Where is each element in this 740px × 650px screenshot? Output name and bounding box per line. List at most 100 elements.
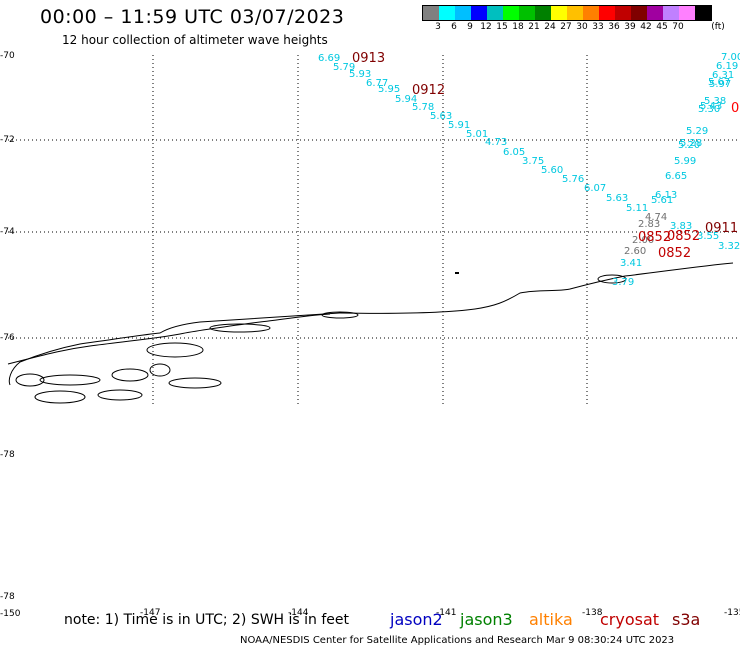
- wave-height-label: 5.91: [448, 120, 470, 131]
- wave-height-label: 6.13: [655, 190, 677, 201]
- latitude-label: -72: [0, 135, 15, 145]
- color-scale-label: 21: [528, 22, 540, 32]
- color-swatch: [631, 6, 647, 20]
- wave-height-label: 5.93: [349, 69, 371, 80]
- track-time-label: 0912: [412, 83, 445, 98]
- footer-credit: NOAA/NESDIS Center for Satellite Applica…: [240, 635, 675, 646]
- ice-shelf-5: [97, 389, 143, 401]
- longitude-label: -147: [140, 608, 161, 618]
- ice-shelf-7: [15, 373, 45, 387]
- color-swatch: [439, 6, 455, 20]
- wave-height-label: 5.30: [698, 104, 720, 115]
- track-time-label: 0911: [705, 221, 738, 236]
- ice-shelf-8: [149, 363, 171, 377]
- wave-height-label: 6.07: [584, 183, 606, 194]
- track-time-label: 0852: [658, 246, 691, 261]
- color-swatch: [535, 6, 551, 20]
- wave-height-label: 3.79: [612, 277, 634, 288]
- coastline-main: [8, 262, 734, 386]
- color-scale-label: 6: [451, 22, 457, 32]
- wave-height-label: 5.67: [708, 77, 730, 88]
- wave-height-label: 3.55: [697, 231, 719, 242]
- wave-height-label: 5.76: [562, 174, 584, 185]
- wave-height-label: 6.05: [503, 147, 525, 158]
- color-scale-label: 39: [624, 22, 636, 32]
- color-swatch: [471, 6, 487, 20]
- wave-height-label: 3.83: [670, 221, 692, 232]
- color-swatch: [663, 6, 679, 20]
- color-scale-label: 27: [560, 22, 572, 32]
- wave-height-label: 5.97: [709, 79, 731, 90]
- note-text: note: 1) Time is in UTC; 2) SWH is in fe…: [64, 612, 350, 628]
- wave-height-label: 5.94: [395, 94, 417, 105]
- color-swatch: [647, 6, 663, 20]
- wave-height-label: 3.75: [522, 156, 544, 167]
- latitude-label: -74: [0, 227, 15, 237]
- color-swatch: [519, 6, 535, 20]
- wave-height-label: 5.29: [686, 126, 708, 137]
- wave-height-label: 4.73: [485, 137, 507, 148]
- color-scale-label: 3: [435, 22, 441, 32]
- satellite-legend-item: jason3: [460, 610, 513, 629]
- longitude-label: -150: [0, 609, 21, 619]
- wave-height-label: 5.43: [700, 101, 722, 112]
- color-scale: 3 6 9 12 15 18 21 24 27 30 33 36 39 42 45 70 (ft): [422, 5, 725, 32]
- wave-height-label: 4.74: [645, 212, 667, 223]
- color-scale-label: 42: [640, 22, 652, 32]
- island-1: [597, 274, 627, 284]
- color-scale-label: 18: [512, 22, 524, 32]
- track-time-label: 0852: [638, 230, 671, 245]
- latitude-label: -78: [0, 450, 15, 460]
- color-swatch: [695, 6, 711, 20]
- page-subtitle: 12 hour collection of altimeter wave hei…: [62, 33, 328, 47]
- ice-shelf-9: [209, 323, 271, 333]
- latitude-label: -76: [0, 333, 15, 343]
- page-title: 00:00 – 11:59 UTC 03/07/2023: [40, 6, 345, 28]
- color-scale-label: 45: [656, 22, 668, 32]
- ice-shelf-4: [168, 377, 222, 389]
- ice-shelf-3: [111, 368, 149, 382]
- wave-height-label: 6.65: [665, 171, 687, 182]
- wave-height-label: 5.79: [333, 62, 355, 73]
- wave-height-label: 3.32: [718, 241, 740, 252]
- satellite-legend-item: altika: [529, 610, 573, 629]
- color-swatch: [599, 6, 615, 20]
- wave-height-label: 5.63: [430, 111, 452, 122]
- color-swatch: [583, 6, 599, 20]
- longitude-label: -141: [436, 608, 457, 618]
- track-time-label: 0852: [667, 229, 700, 244]
- wave-height-label: 6.31: [712, 70, 734, 81]
- wave-height-label: 5.28: [680, 138, 702, 149]
- color-swatch: [503, 6, 519, 20]
- wave-height-label: 6.19: [716, 61, 738, 72]
- ice-shelf-2: [39, 374, 101, 386]
- wave-height-label: 3.41: [620, 258, 642, 269]
- color-swatch: [567, 6, 583, 20]
- wave-height-label: 5.61: [651, 195, 673, 206]
- wave-height-label: 2.83: [638, 219, 660, 230]
- satellite-legend-item: s3a: [672, 610, 701, 629]
- wave-height-label: 5.95: [378, 84, 400, 95]
- wave-height-label: 5.63: [606, 193, 628, 204]
- wave-height-label: 2.00: [632, 235, 654, 246]
- color-swatch: [487, 6, 503, 20]
- ice-shelf-6: [34, 390, 86, 404]
- wave-height-label: 5.01: [466, 129, 488, 140]
- color-swatch: [423, 6, 439, 20]
- color-scale-label: 70: [672, 22, 684, 32]
- wave-height-labels: 6.695.795.936.775.955.945.785.635.915.01…: [318, 52, 740, 288]
- map-gridlines: [8, 55, 740, 405]
- track-time-label: 0913: [352, 51, 385, 66]
- color-swatch: [551, 6, 567, 20]
- color-scale-label: 36: [608, 22, 620, 32]
- latitude-label: -70: [0, 51, 15, 61]
- wave-height-label: 5.78: [412, 102, 434, 113]
- wave-height-label: 6.69: [318, 53, 340, 64]
- color-scale-label: 30: [576, 22, 588, 32]
- satellite-legend-item: cryosat: [600, 610, 660, 629]
- latitude-label: -78: [0, 592, 15, 602]
- wave-height-label: 6.77: [366, 78, 388, 89]
- color-swatch: [615, 6, 631, 20]
- track-time-label: 0: [731, 101, 739, 116]
